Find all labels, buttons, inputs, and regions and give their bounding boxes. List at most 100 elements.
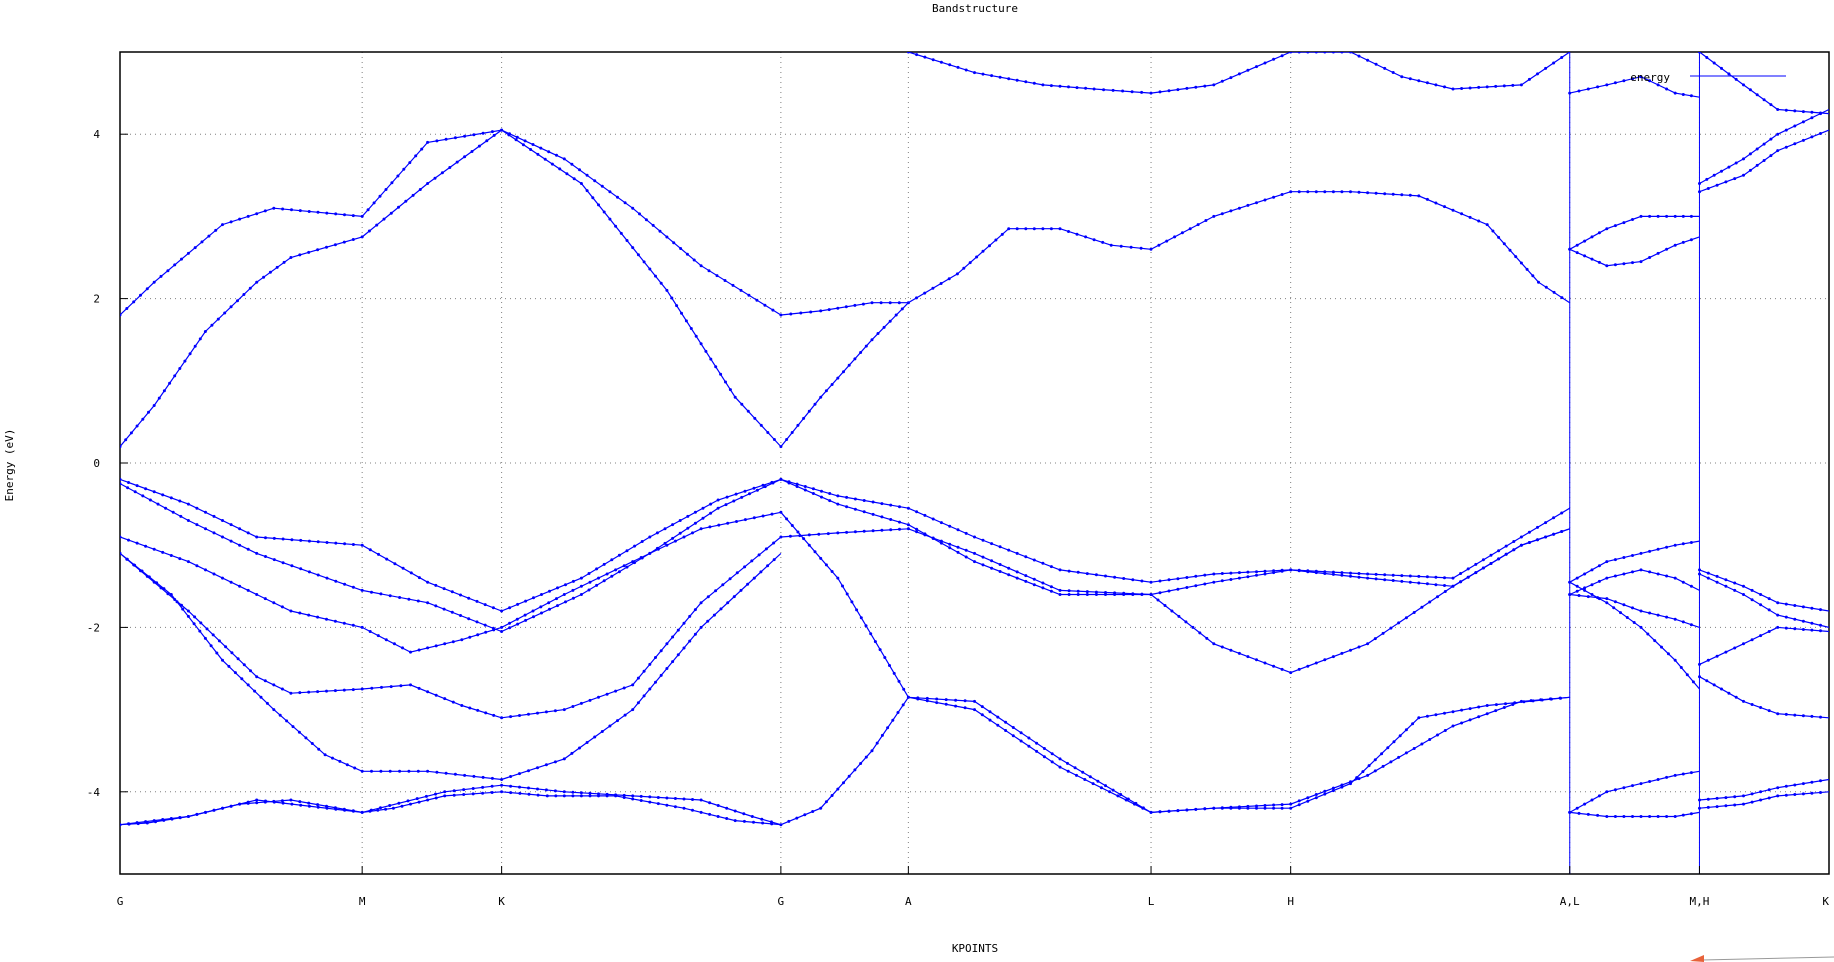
band-point — [1767, 709, 1771, 713]
band-point — [285, 719, 289, 723]
band-point — [994, 238, 998, 242]
band-point — [889, 518, 893, 521]
band-point — [968, 261, 972, 265]
band-point — [981, 538, 985, 542]
band-point — [676, 653, 680, 657]
band-point — [1734, 77, 1738, 81]
band-point — [448, 166, 452, 169]
band-point — [676, 628, 680, 632]
band-point — [481, 131, 485, 135]
band-point — [706, 595, 710, 599]
band-point — [964, 555, 968, 559]
band-point — [1019, 731, 1023, 735]
band-point — [1443, 711, 1446, 715]
band-point — [593, 179, 597, 183]
band-point — [721, 583, 725, 587]
band-point — [859, 616, 863, 620]
band-point — [1015, 551, 1019, 555]
band-point — [204, 527, 207, 531]
band-point — [763, 303, 767, 307]
band-point — [1041, 581, 1045, 585]
band-point — [939, 60, 943, 64]
band-point — [948, 542, 952, 546]
band-point — [178, 557, 182, 561]
band-point — [633, 561, 637, 565]
band-point — [1519, 83, 1523, 87]
band-point — [450, 590, 454, 594]
band-point — [699, 342, 703, 346]
band-point — [1058, 568, 1062, 572]
band-point — [1391, 192, 1395, 196]
band-point — [180, 603, 183, 607]
band-point — [325, 541, 329, 544]
band-point — [139, 293, 142, 297]
band-point — [761, 483, 765, 487]
band-point — [1494, 709, 1498, 713]
band-point — [389, 685, 393, 689]
band-point — [1531, 274, 1535, 278]
band-point — [1613, 81, 1617, 85]
band-point — [820, 495, 823, 499]
band-point — [1297, 799, 1301, 803]
band-point — [1357, 777, 1361, 781]
band-point — [1349, 571, 1352, 575]
band-line — [780, 528, 1570, 596]
band-point — [678, 531, 682, 535]
band-point — [1058, 84, 1062, 88]
band-point — [1519, 535, 1523, 539]
band-point — [807, 533, 811, 537]
band-point — [1349, 190, 1352, 194]
band-point — [409, 571, 413, 575]
band-point — [434, 604, 438, 608]
band-point — [221, 535, 224, 539]
band-point — [763, 485, 767, 489]
band-point — [1477, 219, 1481, 223]
band-point — [689, 327, 693, 330]
band-point — [1748, 152, 1752, 156]
band-point — [1656, 815, 1660, 818]
band-point — [1194, 574, 1198, 578]
band-point — [1522, 700, 1526, 704]
band-point — [1331, 570, 1335, 574]
band-point — [316, 615, 320, 619]
band-point — [1631, 218, 1634, 221]
band-point — [659, 673, 663, 677]
band-point — [1673, 543, 1677, 547]
band-point — [1720, 687, 1723, 691]
band-point — [610, 574, 614, 578]
band-point — [719, 372, 723, 376]
band-point — [915, 527, 919, 531]
band-point — [1681, 240, 1685, 244]
band-point — [198, 337, 202, 341]
band-point — [186, 502, 190, 506]
band-point — [289, 798, 293, 802]
band-point — [1032, 583, 1036, 587]
band-point — [141, 417, 145, 421]
band-point — [771, 481, 775, 485]
band-point — [144, 487, 148, 491]
band-point — [752, 820, 755, 824]
band-point — [500, 128, 504, 132]
band-point — [1436, 595, 1439, 599]
band-point — [964, 68, 968, 72]
band-point — [1586, 812, 1590, 816]
band-point — [434, 792, 437, 796]
band-point — [640, 540, 644, 543]
band-point — [229, 523, 233, 527]
band-point — [1776, 108, 1780, 111]
band-point — [1361, 770, 1365, 774]
band-point — [481, 791, 485, 795]
band-point — [973, 699, 976, 703]
band-point — [923, 513, 927, 517]
band-point — [224, 645, 228, 649]
band-point — [179, 514, 183, 518]
band-point — [1088, 775, 1092, 779]
band-point — [691, 531, 694, 535]
band-point — [845, 592, 849, 596]
band-point — [1666, 652, 1670, 656]
band-point — [1140, 592, 1144, 596]
band-point — [1357, 54, 1361, 58]
x-tick-label: L — [1148, 895, 1155, 908]
band-point — [491, 606, 495, 610]
band-point — [1632, 621, 1636, 624]
